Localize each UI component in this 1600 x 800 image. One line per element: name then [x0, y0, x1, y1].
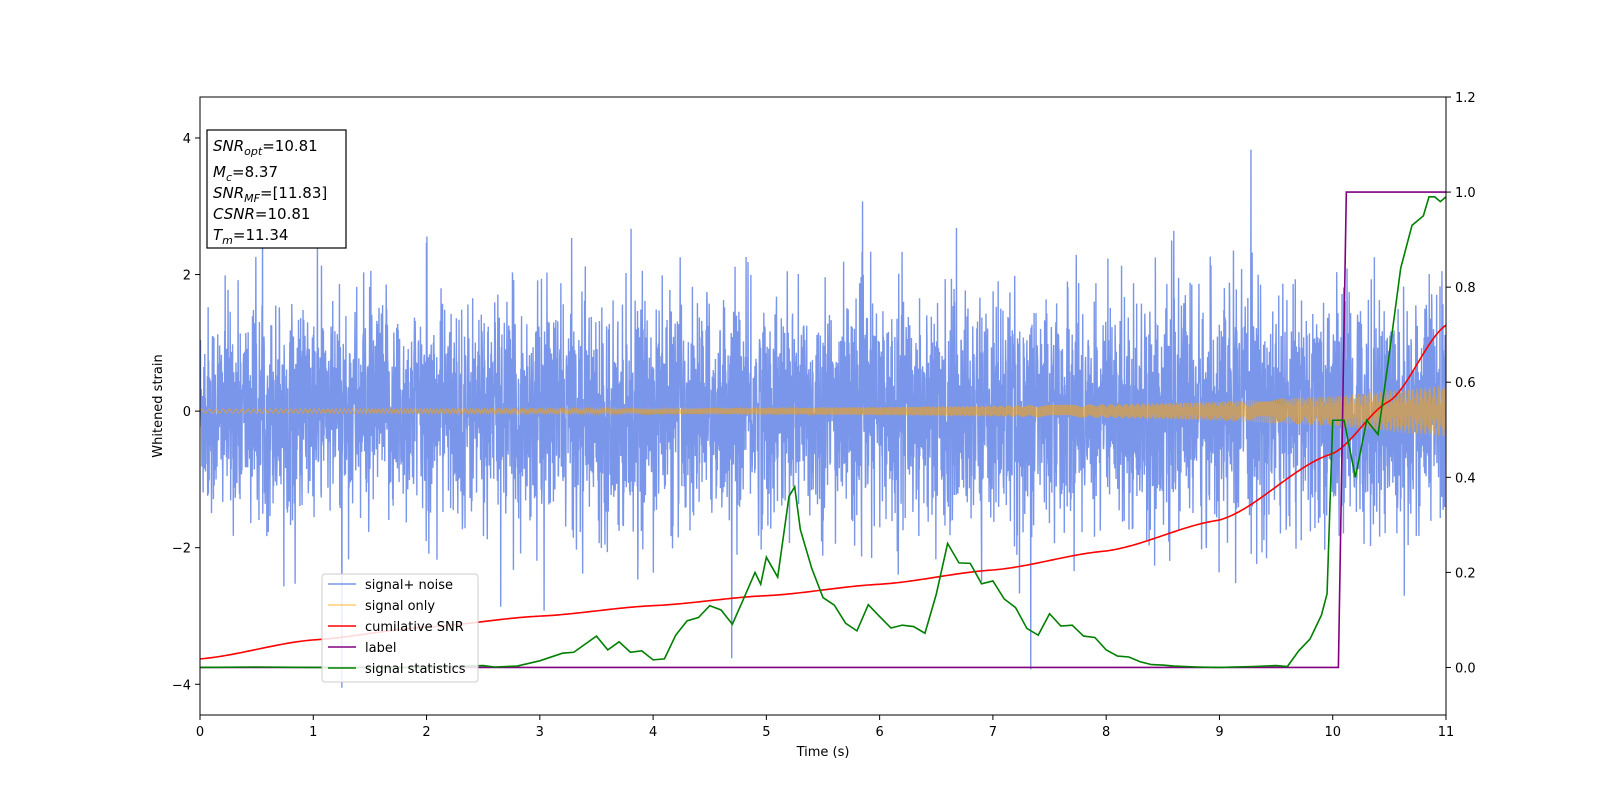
x-axis-label: Time (s)	[796, 745, 850, 760]
legend-label-cumulative-snr: cumilative SNR	[365, 620, 464, 635]
legend-frame	[321, 573, 479, 683]
x-tick-label: 5	[762, 725, 770, 740]
y-right-tick-label: 0.8	[1455, 281, 1476, 296]
legend-item-label: label	[328, 641, 396, 656]
y-left-tick-label: 0	[183, 405, 191, 420]
x-tick-label: 4	[649, 725, 657, 740]
x-tick-label: 6	[875, 725, 883, 740]
y-right-tick-label: 0.4	[1455, 471, 1476, 486]
info-box-frame	[206, 129, 347, 249]
x-tick-label: 0	[196, 725, 204, 740]
x-tick-label: 2	[422, 725, 430, 740]
x-axis: 0 1 2 3 4 5 6 7 8 9 10 11	[196, 715, 1454, 740]
x-tick-label: 3	[536, 725, 544, 740]
legend-item-signal-statistics: signal statistics	[328, 662, 466, 677]
info-tm: Tm=11.34	[213, 226, 288, 247]
series-label	[200, 191, 1446, 669]
y-axis-left: −4 −2 0 2 4	[172, 132, 200, 693]
legend-item-cumulative-snr: cumilative SNR	[328, 620, 464, 635]
info-box: SNRopt=10.81 Mc=8.37 SNRMF=[11.83] CSNR=…	[206, 129, 347, 249]
y-right-tick-label: 0.6	[1455, 376, 1476, 391]
plot-frame	[199, 96, 1447, 716]
y-left-tick-label: 2	[183, 269, 191, 284]
series-signal-only	[200, 385, 1446, 437]
legend-item-signal-only: signal only	[328, 599, 435, 614]
info-mc: Mc=8.37	[213, 163, 278, 184]
info-snr-mf: SNRMF=[11.83]	[213, 184, 327, 205]
y-left-tick-label: 4	[183, 132, 191, 147]
x-tick-label: 7	[989, 725, 997, 740]
legend-label-signal-statistics: signal statistics	[365, 662, 466, 677]
y-axis-label: Whitened strain	[151, 354, 166, 457]
legend-item-signal-noise: signal+ noise	[328, 578, 453, 593]
y-axis-right: 0.0 0.2 0.4 0.6 0.8 1.0 1.2	[1446, 91, 1476, 676]
info-csnr: CSNR=10.81	[213, 205, 310, 223]
x-tick-label: 1	[309, 725, 317, 740]
y-right-tick-label: 0.0	[1455, 661, 1476, 676]
x-tick-label: 11	[1438, 725, 1455, 740]
legend: signal+ noise signal only cumilative SNR…	[321, 573, 479, 683]
y-left-tick-label: −2	[172, 542, 191, 557]
x-tick-label: 9	[1215, 725, 1223, 740]
y-left-tick-label: −4	[172, 678, 191, 693]
info-snr-opt: SNRopt=10.81	[213, 137, 318, 158]
y-right-tick-label: 1.2	[1455, 91, 1476, 106]
series-signal-noise	[200, 149, 1446, 688]
legend-label-label: label	[365, 641, 396, 656]
y-right-tick-label: 1.0	[1455, 186, 1476, 201]
y-right-tick-label: 0.2	[1455, 566, 1476, 581]
series-signal-statistics	[200, 196, 1446, 669]
legend-label-signal-noise: signal+ noise	[365, 578, 453, 593]
legend-label-signal-only: signal only	[365, 599, 435, 614]
x-tick-label: 10	[1324, 725, 1341, 740]
x-tick-label: 8	[1102, 725, 1110, 740]
